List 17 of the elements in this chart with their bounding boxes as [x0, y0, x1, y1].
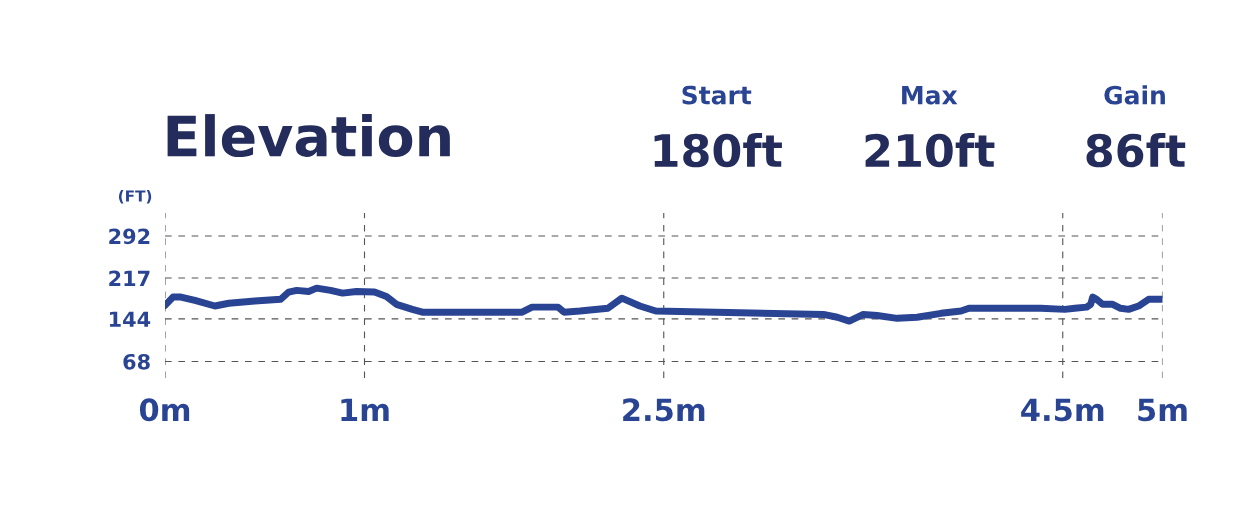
- x-tick-label: 2.5m: [623, 398, 705, 422]
- text: 180ft: [654, 132, 782, 168]
- text: 210ft: [865, 132, 995, 168]
- y-tick-label: 144: [109, 311, 151, 327]
- y-tick-label: 217: [109, 270, 150, 286]
- x-tick-label: 0m: [139, 398, 190, 422]
- y-tick-label: 68: [123, 353, 150, 370]
- x-tick-label: 4.5m: [1021, 398, 1104, 422]
- text: Gain: [1104, 85, 1165, 105]
- y-axis-title: (FT): [118, 189, 152, 204]
- text: Max: [902, 85, 958, 105]
- x-tick-label: 5m: [1138, 398, 1187, 422]
- y-tick-label: 292: [109, 228, 150, 245]
- chart-title: Elevation: [167, 114, 450, 158]
- text: Start: [682, 85, 752, 105]
- text: 86ft: [1086, 132, 1186, 168]
- x-tick-label: 1m: [341, 398, 389, 421]
